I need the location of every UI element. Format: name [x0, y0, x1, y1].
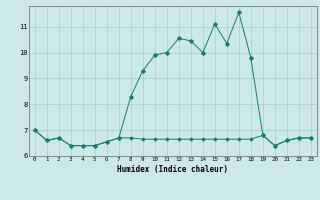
- X-axis label: Humidex (Indice chaleur): Humidex (Indice chaleur): [117, 165, 228, 174]
